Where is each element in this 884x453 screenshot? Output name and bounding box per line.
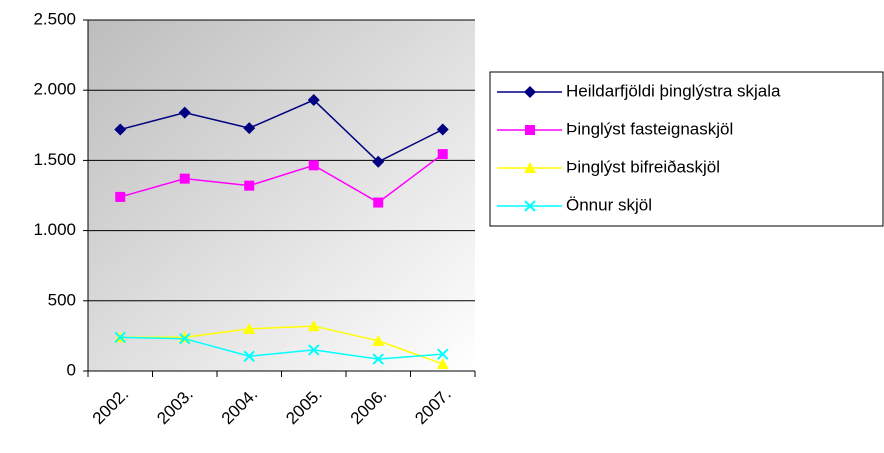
marker [308,344,320,356]
y-tick-label: 1.000 [33,220,76,239]
marker [244,180,255,191]
legend-label: Önnur skjöl [566,195,652,214]
series-line [120,336,443,360]
marker [437,348,449,360]
marker [524,86,536,98]
marker [524,162,536,173]
marker [372,334,385,346]
marker [307,94,320,107]
marker [524,200,536,212]
marker [373,197,384,208]
marker [114,123,127,136]
marker [525,125,535,135]
x-tick-label: 2006. [347,385,391,429]
x-tick-label: 2007. [411,385,455,429]
x-tick-label: 2002. [89,385,133,429]
marker [115,191,126,202]
series-line [120,153,444,204]
marker [436,123,449,136]
x-tick-label: 2004. [218,385,262,429]
marker [243,322,256,334]
y-tick-label: 2.500 [33,9,76,28]
marker [372,155,385,168]
series-line [120,325,444,365]
marker [243,122,256,135]
y-tick-label: 500 [48,290,76,309]
marker [179,333,191,345]
y-tick-label: 2.000 [33,80,76,99]
marker [307,320,320,332]
legend-label: Þinglýst bifreiðaskjöl [566,157,720,176]
marker [372,353,384,365]
marker [178,106,191,119]
y-tick-label: 0 [67,360,76,379]
marker [179,173,190,184]
y-tick-label: 1.500 [33,150,76,169]
legend-box [489,71,884,227]
marker [437,149,448,160]
marker [436,357,449,369]
marker [243,350,255,362]
marker [308,160,319,171]
marker [114,331,126,344]
x-tick-label: 2005. [282,385,326,429]
legend-label: Heildarfjöldi þinglýstra skjala [566,81,781,100]
plot-area [88,20,475,371]
legend-label: Þinglýst fasteignaskjöl [566,119,733,138]
x-tick-label: 2003. [153,385,197,429]
series-line [120,99,444,163]
